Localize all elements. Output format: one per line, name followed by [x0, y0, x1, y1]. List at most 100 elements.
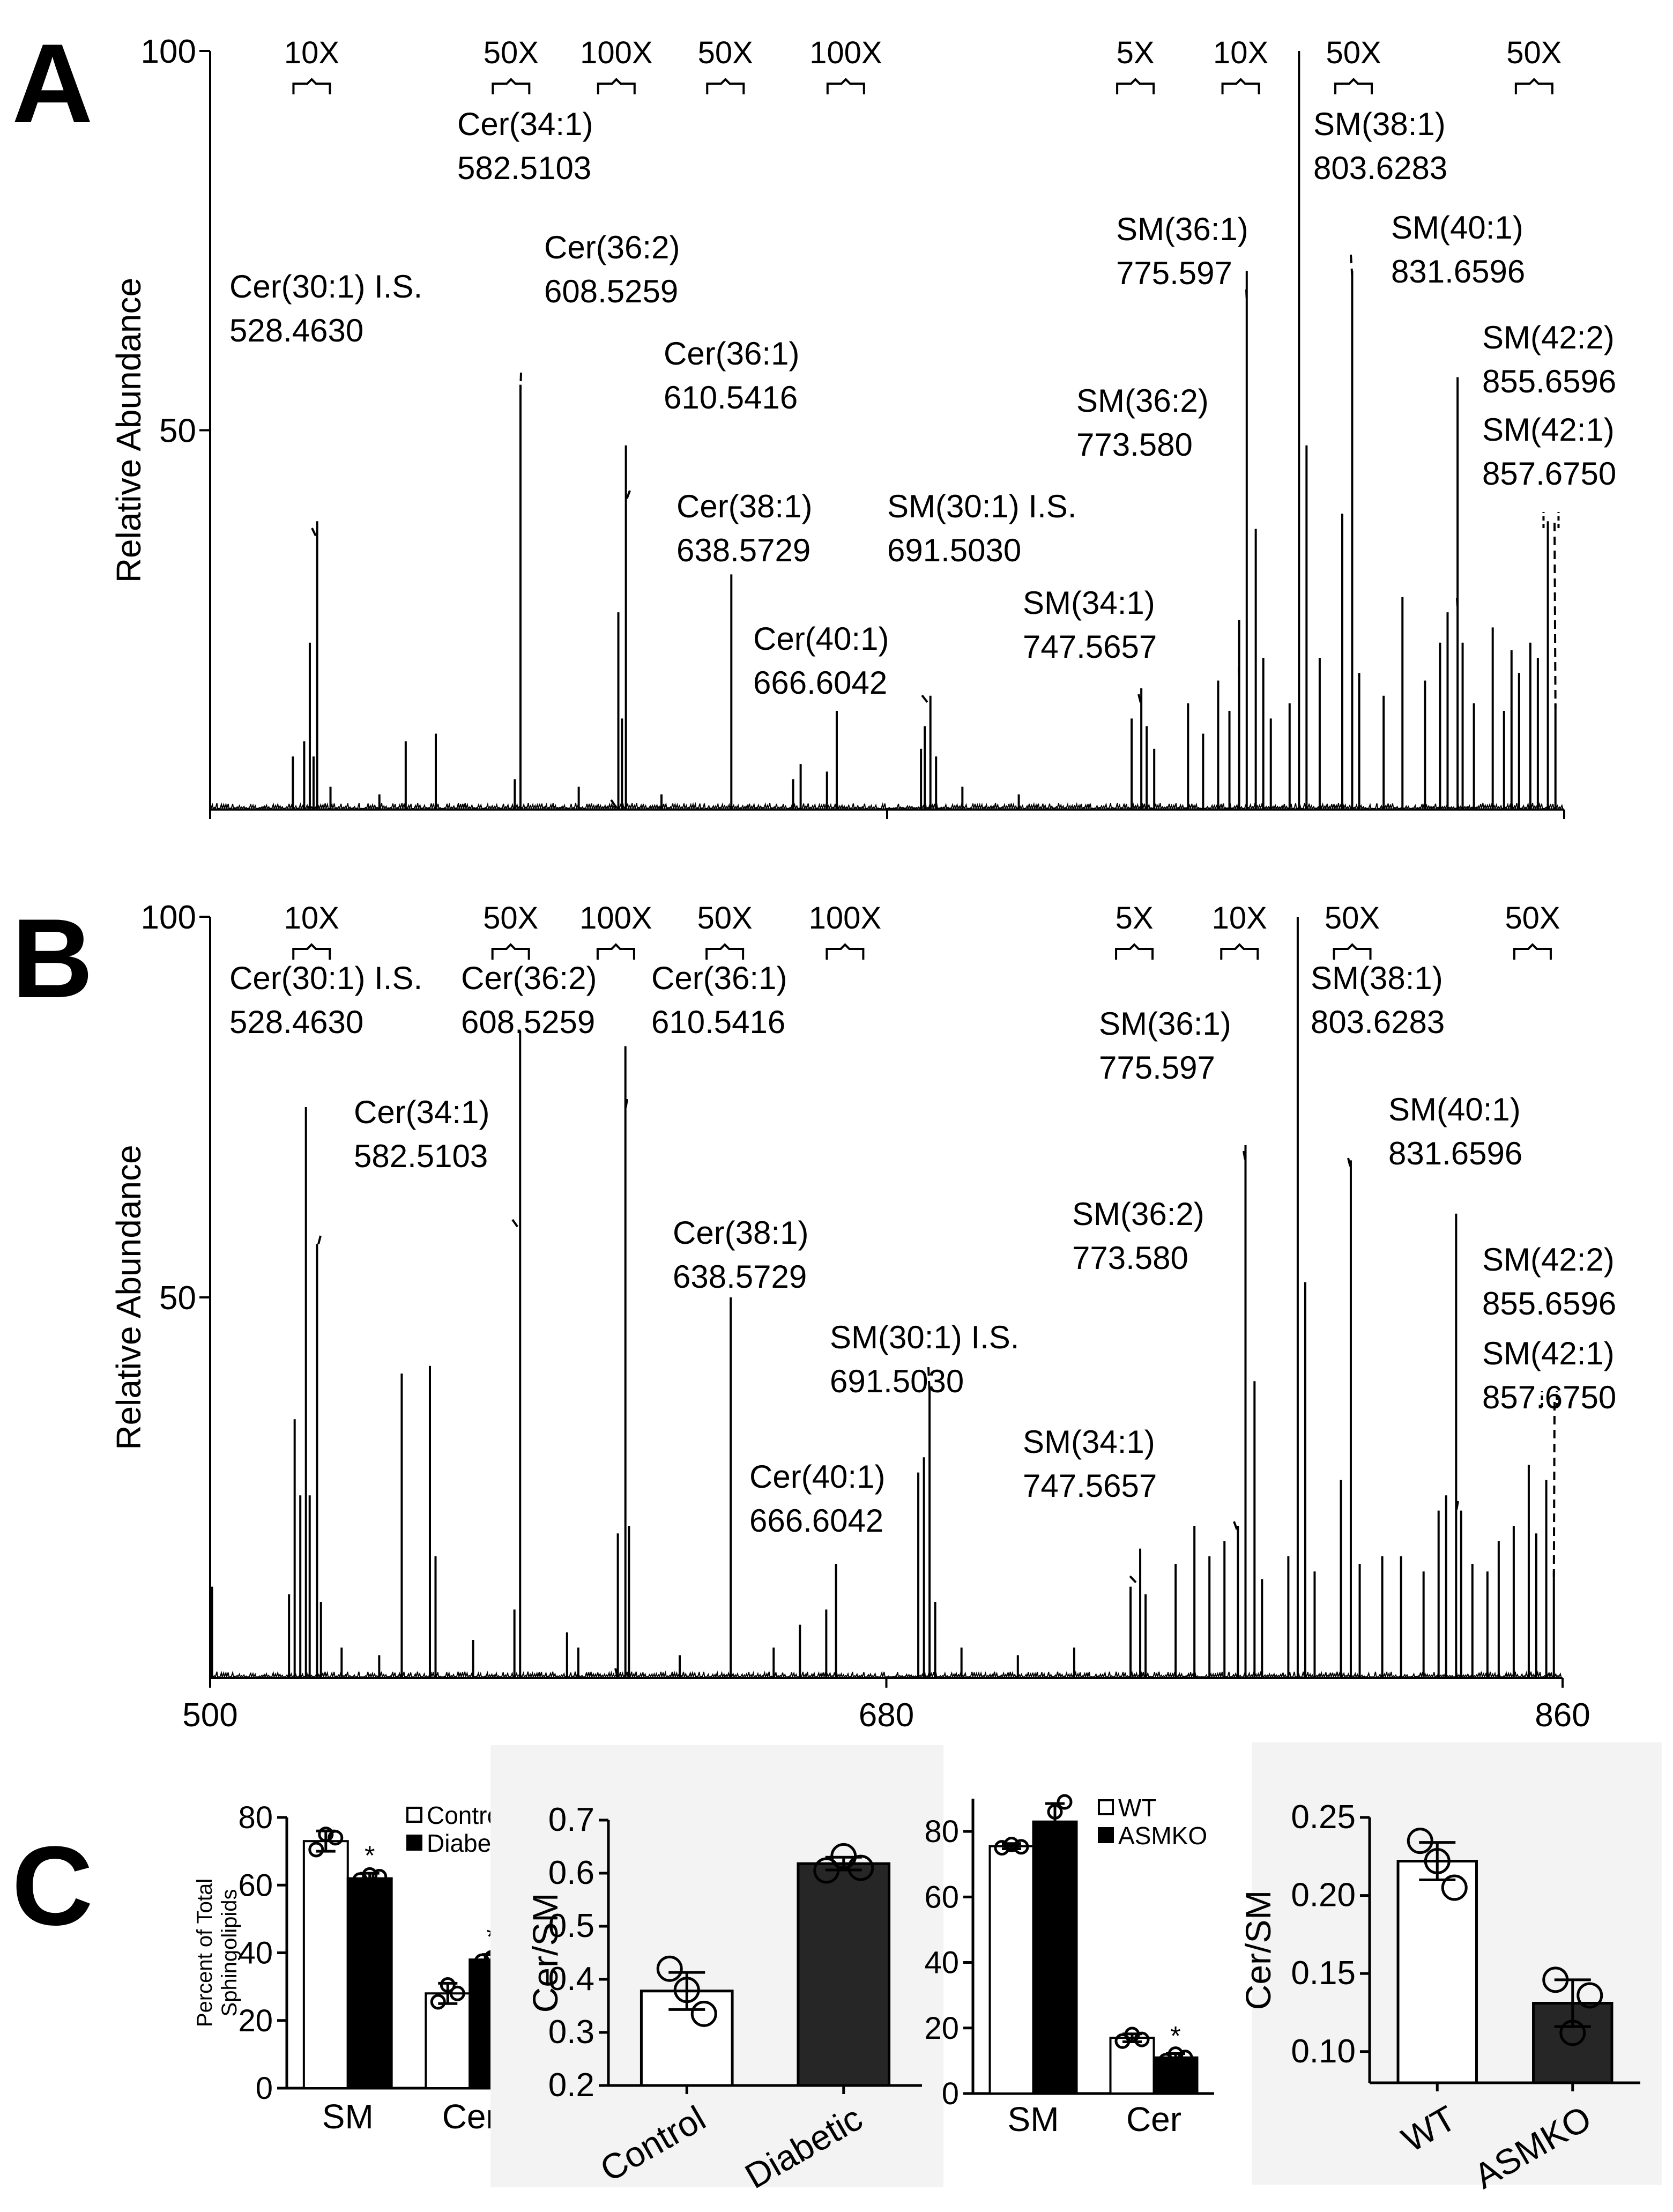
data-point: [690, 2000, 717, 2027]
y-tick-label: 60: [238, 1868, 273, 1903]
magnification-bracket: [1115, 943, 1154, 960]
peak-label-name: Cer(30:1) I.S.: [229, 960, 422, 996]
panel-label-b: B: [12, 895, 93, 1021]
data-point: [656, 1955, 683, 1982]
panel-label-c: C: [12, 1823, 93, 1949]
category-label: Cer: [442, 2097, 497, 2136]
data-point: [449, 1985, 465, 2001]
peak-label-mz: 857.6750: [1482, 1379, 1616, 1415]
y-tick-label: 80: [238, 1800, 273, 1835]
y-axis-title-line: Percent of Total: [193, 1879, 217, 2027]
magnification-bracket: [596, 943, 635, 960]
spectrum-panel-b: 10050500680860m/zRelative Abundance10X50…: [109, 899, 1616, 1782]
magnification-bracket: [1116, 78, 1155, 94]
isomer-bracket: [1542, 512, 1560, 528]
magnification-bracket: [826, 943, 865, 960]
peak-label-name: SM(30:1) I.S.: [830, 1319, 1019, 1355]
data-point: [673, 1977, 700, 2003]
peak-label-name: Cer(36:2): [544, 229, 680, 265]
legend-swatch: [406, 1835, 422, 1851]
panel-label-a: A: [12, 20, 93, 146]
data-point: [362, 1867, 378, 1883]
magnification-bracket: [826, 78, 865, 94]
peak-label-name: Cer(38:1): [676, 488, 812, 524]
peak-label-name: SM(36:1): [1116, 211, 1248, 247]
peak-label-mz: 666.6042: [753, 665, 887, 701]
peak-label-mz: 855.6596: [1482, 1286, 1616, 1322]
x-tick-label: 500: [182, 1697, 237, 1734]
data-point: [1057, 1794, 1073, 1810]
y-tick-label: 40: [238, 1936, 273, 1971]
data-point: [1047, 1803, 1063, 1820]
peak-leader-line: [316, 1235, 322, 1250]
y-tick-label: 0.6: [548, 1854, 594, 1891]
y-tick-label: 40: [924, 1946, 959, 1980]
peak-label-name: SM(42:2): [1482, 1242, 1615, 1278]
peak-leader-line: [1137, 694, 1143, 706]
peak-label-mz: 528.4630: [229, 1004, 363, 1040]
magnification-label: 10X: [1213, 35, 1268, 70]
legend-swatch: [406, 1807, 422, 1823]
magnification-bracket: [491, 943, 530, 960]
peak-label-name: SM(42:1): [1482, 412, 1615, 448]
spectrum-panel-a: 100 50 Relative Abundance 10X 50X 100X 50X 100X…: [109, 33, 1616, 819]
peak-label-mz: 666.6042: [749, 1503, 883, 1539]
magnification-label: 50X: [697, 901, 753, 936]
y-axis-title-line: Sphingolipids: [218, 1889, 241, 2017]
peak-label-name: SM(40:1): [1391, 210, 1523, 246]
magnification-bracket: [1514, 78, 1553, 94]
peak-label-name: SM(38:1): [1313, 106, 1446, 142]
magnification-label: 10X: [1212, 901, 1267, 936]
legend-swatch: [1098, 1799, 1114, 1815]
bar: [302, 1840, 349, 2089]
data-point: [318, 1827, 334, 1843]
peak-label-name: SM(36:2): [1072, 1196, 1204, 1232]
data-point: [1424, 1848, 1451, 1875]
data-point: [440, 1977, 456, 1993]
y-tick-label: 0.4: [548, 1961, 594, 1998]
peak-label-mz: 747.5657: [1023, 629, 1157, 665]
magnification-label: 50X: [1505, 901, 1560, 936]
y-tick-label: 0.20: [1291, 1877, 1356, 1914]
peak-label-mz: 773.580: [1072, 1240, 1188, 1276]
y-axis-title: Relative Abundance: [109, 1145, 148, 1450]
magnification-label: 10X: [284, 35, 339, 70]
bar: [988, 1845, 1035, 2095]
peak-leader-line: [1245, 289, 1248, 301]
isomer-bracket: [1541, 1391, 1558, 1407]
peak-leader-line: [1553, 522, 1557, 709]
data-point: [430, 1994, 446, 2010]
peak-label-mz: 528.4630: [229, 313, 363, 348]
y-axis-title: Cer/SM: [1238, 1890, 1278, 2010]
peak-label-mz: 638.5729: [673, 1259, 807, 1295]
data-point: [1003, 1837, 1020, 1853]
peak-label-name: SM(30:1) I.S.: [887, 488, 1076, 524]
bar: [346, 1877, 393, 2089]
y-tick-label: 0.2: [548, 2067, 594, 2104]
peak-label-mz: 608.5259: [544, 273, 678, 309]
bar-chart-c1: 0 20 40 60 80 Percent of TotalSphingolipids SM…: [193, 1800, 531, 2136]
magnification-bracket: [1220, 943, 1259, 960]
magnification-label: 100X: [809, 901, 881, 936]
peak-label-name: Cer(36:1): [664, 336, 799, 372]
peak-label-mz: 773.580: [1076, 427, 1193, 463]
magnification-label: 100X: [579, 901, 652, 936]
magnification-bracket: [292, 943, 331, 960]
peak-label-name: Cer(38:1): [673, 1215, 808, 1251]
data-point: [1168, 2046, 1184, 2062]
peak-leader-line: [511, 1219, 521, 1231]
y-tick-label: 100: [141, 33, 196, 70]
significance-marker: *: [1170, 2021, 1180, 2051]
y-tick-label: 100: [141, 899, 196, 936]
legend-label: ASMKO: [1118, 1822, 1207, 1850]
data-point: [847, 1854, 874, 1881]
baseline-noise: [210, 1670, 1562, 1679]
data-point: [308, 1842, 324, 1858]
peak-label-name: Cer(36:2): [461, 960, 597, 996]
peak-leader-line: [921, 694, 932, 707]
magnification-bracket: [706, 78, 745, 94]
y-tick-label: 0: [256, 2071, 273, 2106]
peak-leader-line: [1243, 1150, 1247, 1162]
